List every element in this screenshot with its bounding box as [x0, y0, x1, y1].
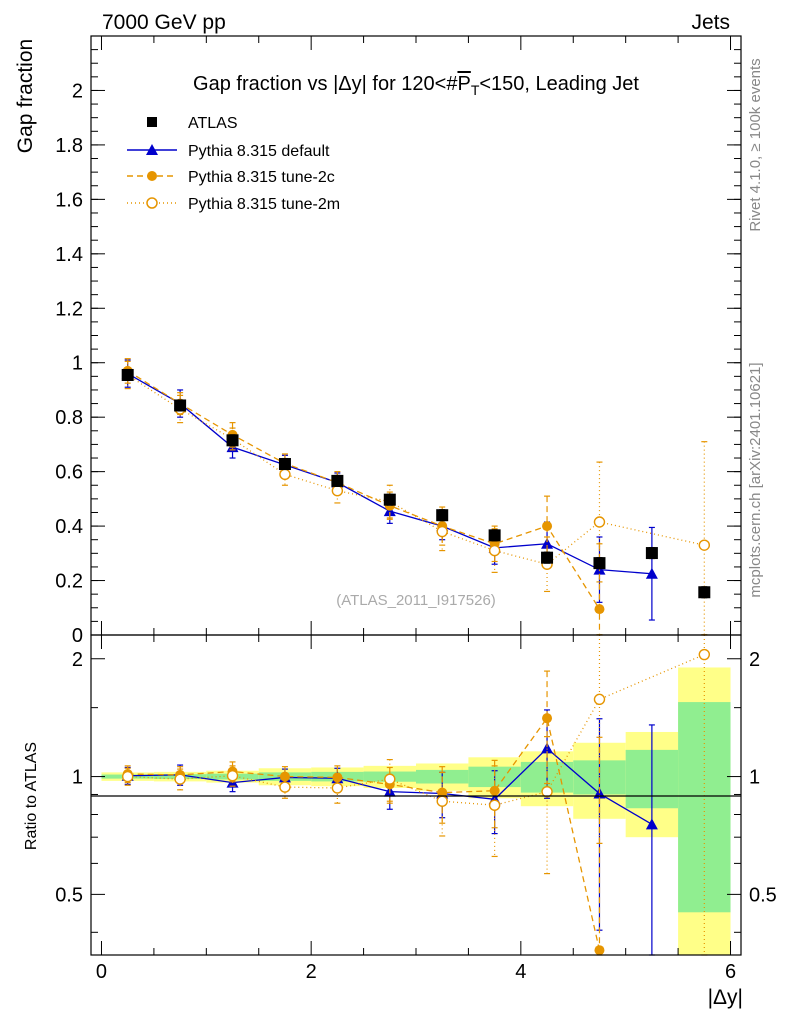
legend-atlas-label: ATLAS — [188, 115, 238, 132]
main-series-0-marker — [436, 509, 449, 522]
legend-tune2c-marker — [147, 171, 157, 181]
plot-title-pt-sub: T — [471, 82, 480, 98]
ratio-series-1-marker — [594, 945, 605, 956]
ratio-series-2-marker — [593, 693, 606, 706]
main-series-3-marker — [436, 525, 448, 538]
header-right: Jets — [691, 11, 730, 34]
main-panel-data — [121, 358, 711, 636]
main-series-0-marker — [278, 458, 291, 471]
main-series-0-marker — [226, 434, 239, 447]
ratio-series-0-marker — [541, 742, 554, 754]
x-tick-label: 0 — [96, 961, 107, 983]
main-series-3-marker — [698, 539, 711, 551]
ratio-y-tick-label: 1 — [72, 767, 83, 789]
main-series-3-marker — [279, 468, 291, 481]
legend: ATLAS Pythia 8.315 default Pythia 8.315 … — [127, 115, 340, 213]
legend-tune2m-label: Pythia 8.315 tune-2m — [188, 196, 340, 213]
main-series-0-marker — [121, 368, 134, 381]
main-series-2-line — [127, 370, 601, 610]
main-y-axis-title: Gap fraction — [14, 39, 37, 153]
main-y-tick-label: 0.6 — [55, 462, 83, 484]
ratio-series-0-marker — [645, 818, 658, 830]
main-series-3-marker — [331, 484, 344, 497]
ratio-y-tick-label: 0.5 — [55, 884, 83, 906]
legend-tune2m-marker — [146, 197, 158, 209]
ratio-y-tick-label-right: 1 — [749, 767, 760, 789]
analysis-watermark: (ATLAS_2011_I917526) — [336, 592, 496, 609]
x-tick-label: 4 — [515, 961, 526, 983]
legend-default-label: Pythia 8.315 default — [188, 143, 330, 160]
main-y-tick-label: 0.2 — [55, 571, 83, 593]
main-series-3-line — [127, 374, 705, 565]
main-series-1-marker — [645, 567, 658, 579]
main-y-tick-label: 0.8 — [55, 407, 83, 429]
main-series-0-marker — [698, 586, 711, 599]
ratio-y-axis-title: Ratio to ATLAS — [23, 742, 40, 850]
main-y-tick-label: 1.6 — [55, 189, 83, 211]
main-series-1-line — [127, 373, 652, 575]
main-series-0-marker — [541, 551, 554, 564]
main-series-0-marker — [593, 557, 606, 570]
main-series-2-marker — [542, 521, 553, 532]
main-y-tick-label: 1 — [72, 353, 83, 375]
plot-title-before: Gap fraction vs |Δy| for 120<# — [193, 73, 458, 95]
main-series-0-marker — [488, 529, 501, 542]
main-y-tick-label: 1.2 — [55, 298, 83, 320]
plot-title: Gap fraction vs |Δy| for 120<#PT<150, Le… — [193, 73, 639, 98]
main-y-tick-label: 1.8 — [55, 135, 83, 157]
main-y-tick-label: 2 — [72, 80, 83, 102]
ratio-y-tick-label-right: 2 — [749, 649, 760, 671]
main-y-tick-label: 1.4 — [55, 244, 83, 266]
legend-default-marker — [146, 144, 158, 155]
x-tick-label: 2 — [306, 961, 317, 983]
main-series-0-marker — [174, 399, 187, 412]
ratio-series-2-marker — [121, 770, 134, 783]
ratio-panel-frame — [90, 634, 742, 956]
ratio-series-2-marker — [384, 773, 396, 785]
axes: 00.20.40.60.811.21.41.61.820 2 4 60.5 0.51 12… — [55, 35, 777, 983]
ratio-series-1-marker — [332, 772, 343, 783]
ratio-panel-data — [121, 634, 711, 956]
plot-title-after: <150, Leading Jet — [479, 73, 639, 95]
main-series-3-marker — [488, 544, 501, 557]
ratio-series-2-marker — [226, 770, 239, 782]
mcplots-label: mcplots.cern.ch [arXiv:2401.10621] — [747, 362, 764, 597]
ratio-series-2-marker — [174, 773, 186, 785]
ratio-series-2-marker — [331, 782, 344, 794]
main-series-3-marker — [593, 516, 606, 528]
main-series-2-marker — [594, 604, 605, 615]
main-series-0-marker — [383, 493, 396, 506]
ratio-series-2-marker — [488, 799, 501, 811]
ratio-series-1-line — [127, 716, 601, 951]
ratio-series-2-marker — [279, 781, 291, 793]
x-axis-title: |Δy| — [708, 986, 743, 1009]
legend-tune2c-label: Pythia 8.315 tune-2c — [188, 169, 335, 186]
main-series-0-marker — [645, 547, 658, 560]
ratio-series-1-marker — [542, 713, 553, 724]
legend-atlas-marker — [147, 117, 157, 127]
rivet-label: Rivet 4.1.0, ≥ 100k events — [747, 58, 764, 231]
ratio-y-tick-label-right: 0.5 — [749, 884, 777, 906]
ratio-y-tick-label: 2 — [72, 649, 83, 671]
ratio-uncertainty-bands — [101, 667, 731, 955]
main-series-0-marker — [331, 474, 344, 487]
main-y-tick-label: 0 — [72, 625, 83, 647]
plot-title-pt: P — [457, 73, 470, 95]
main-series-1-marker — [541, 537, 554, 549]
ratio-series-2-marker — [541, 785, 553, 798]
header-left: 7000 GeV pp — [102, 11, 226, 34]
main-y-tick-label: 0.4 — [55, 516, 83, 538]
ratio-series-2-marker — [436, 795, 448, 807]
ratio-series-2-marker — [698, 648, 711, 661]
x-tick-label: 6 — [725, 961, 736, 983]
